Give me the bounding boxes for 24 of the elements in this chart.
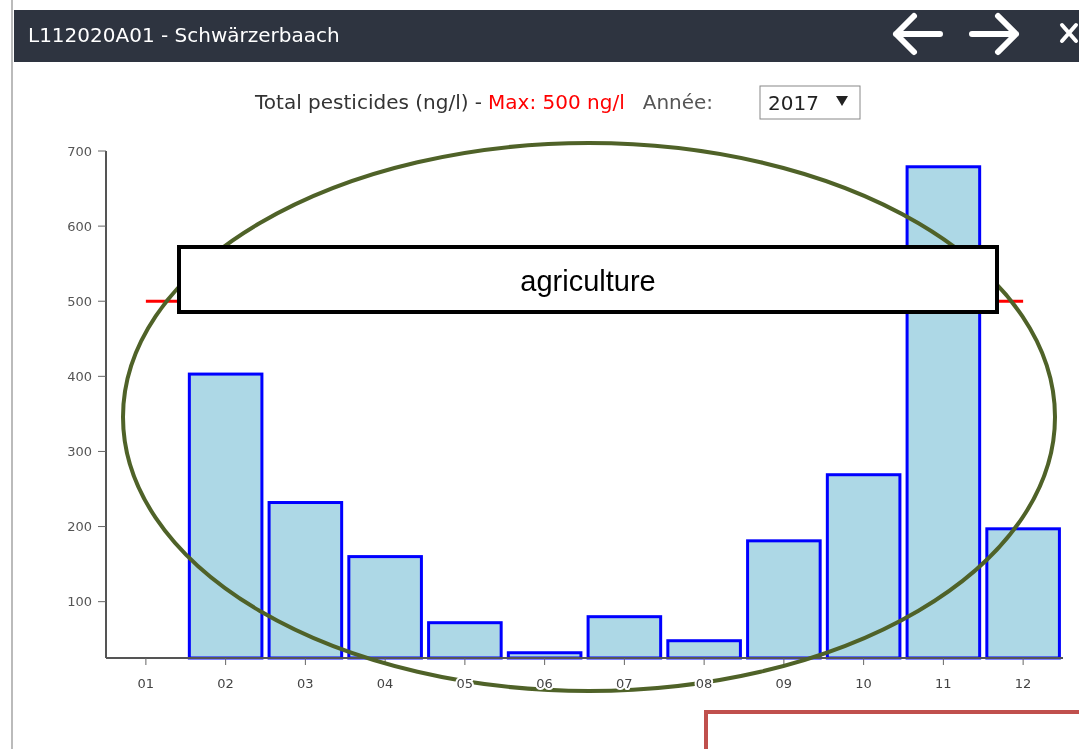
y-tick-label: 500 — [67, 293, 92, 309]
y-tick-label: 700 — [67, 143, 92, 159]
annotation: agriculture — [520, 265, 656, 297]
x-tick-label: 08 — [695, 676, 713, 691]
chart-title: L112020A01 - Schwärzerbaach — [28, 23, 340, 47]
x-tick-label: 04 — [376, 676, 394, 691]
y-tick-label: 600 — [67, 218, 92, 234]
y-tick-label: 200 — [67, 519, 92, 535]
x-tick-label: 02 — [217, 676, 234, 691]
y-tick-label: 300 — [67, 443, 92, 459]
x-tick-label: 12 — [1014, 676, 1032, 691]
x-tick-label: 01 — [137, 676, 155, 691]
x-tick-label: 10 — [855, 676, 872, 691]
y-tick-label: 400 — [67, 368, 92, 384]
x-tick-label: 06 — [536, 676, 553, 691]
x-tick-label: 09 — [775, 676, 793, 691]
ref-line-label: Max: 500 ng/l — [488, 90, 625, 114]
chart-subtitle: Total pesticides (ng/l) - — [255, 90, 483, 114]
year-dropdown: 2017 — [759, 85, 861, 120]
text: Année: — [642, 90, 714, 114]
x-tick-label: 11 — [935, 676, 952, 691]
x-tick-label: 03 — [297, 676, 314, 691]
x-tick-label: 07 — [616, 676, 633, 691]
y-tick-label: 100 — [67, 594, 92, 610]
